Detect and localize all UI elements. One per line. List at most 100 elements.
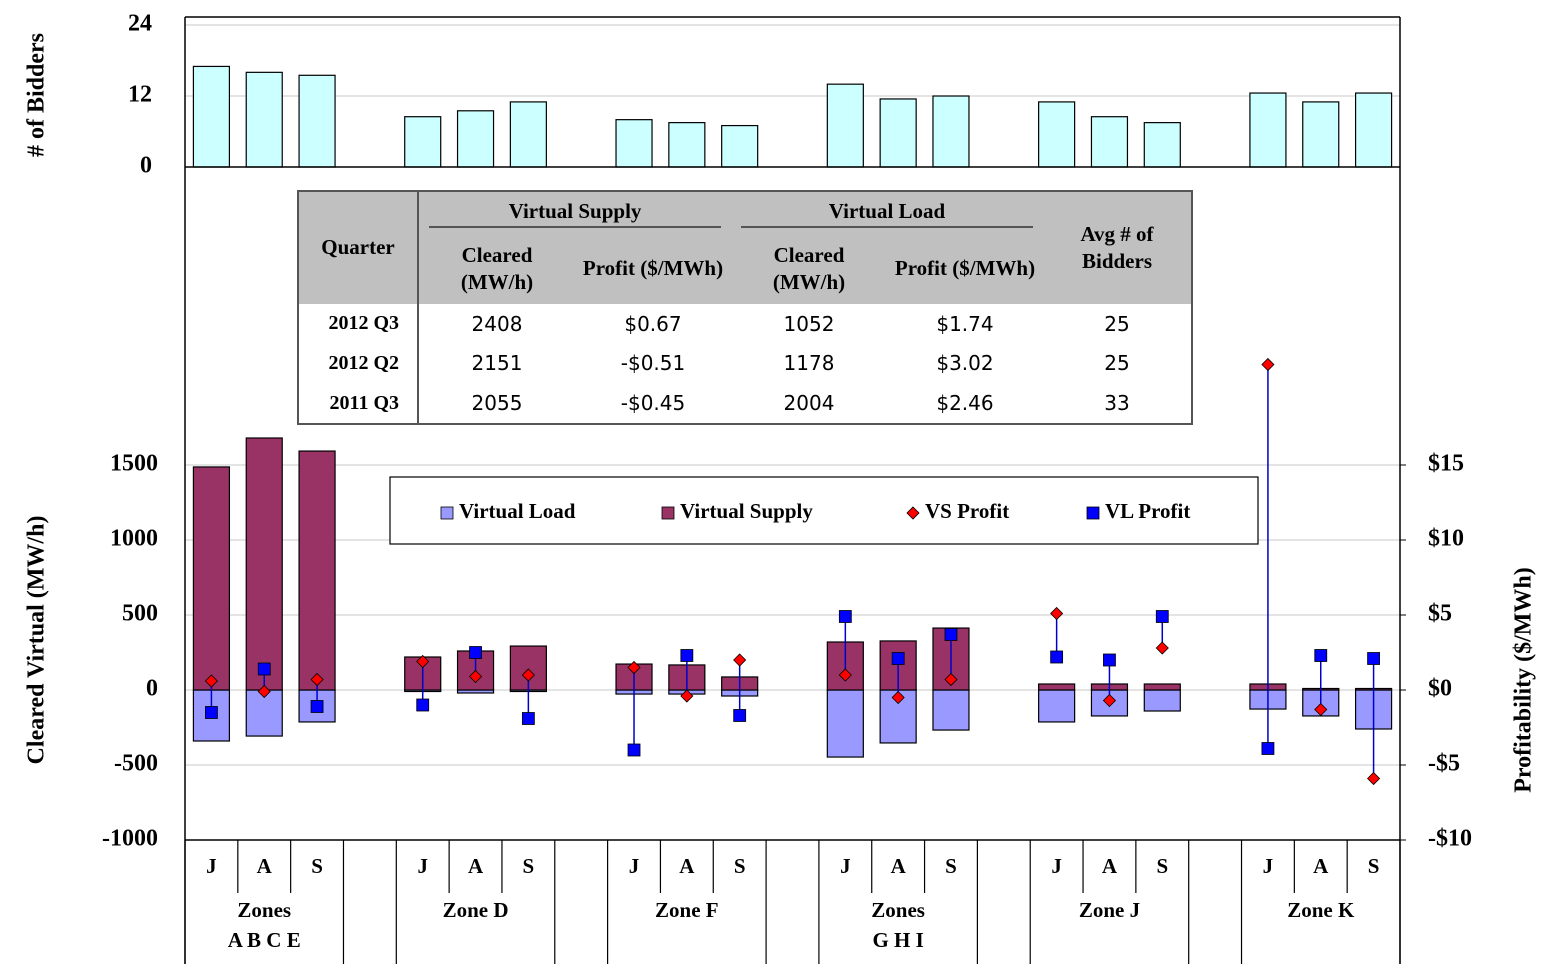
cell: 2012 Q2 <box>299 343 419 384</box>
x-tick-label: S <box>1368 854 1380 878</box>
group-label-line: A B C E <box>228 928 301 952</box>
marker <box>1367 652 1380 665</box>
marker <box>1155 641 1169 655</box>
header-group: Virtual Load <box>731 192 1043 234</box>
marker <box>1314 649 1328 662</box>
marker <box>1261 357 1275 372</box>
marker <box>1367 771 1381 786</box>
bar <box>1143 683 1181 691</box>
bidders-bar <box>826 83 864 168</box>
marker <box>733 653 747 667</box>
y2-tick-label: $10 <box>1428 526 1464 552</box>
marker <box>627 660 641 675</box>
x-tick-label: S <box>734 854 746 878</box>
y2-tick-label: $5 <box>1428 601 1452 627</box>
y2-tick-label: $0 <box>1428 676 1452 702</box>
bar <box>192 466 231 691</box>
header-cell: Cleared (MW/h) <box>418 234 575 304</box>
bidders-bar <box>404 116 442 168</box>
marker <box>627 743 641 757</box>
bidders-bar <box>721 124 759 168</box>
marker <box>891 652 905 665</box>
header-group-label: Virtual Load <box>741 198 1033 228</box>
bar <box>245 437 283 691</box>
y-tick-label: 0 <box>140 153 152 179</box>
y-tick-label: 500 <box>122 601 158 627</box>
bidders-bar <box>245 71 283 168</box>
cell: 2151 <box>471 351 523 376</box>
header-cell: Avg # of Bidders <box>1043 192 1191 304</box>
cell: 1178 <box>783 351 835 376</box>
bidders-bar <box>456 110 495 168</box>
cell: 1052 <box>783 311 835 336</box>
legend-label: Virtual Supply <box>680 499 813 523</box>
marker <box>310 672 324 687</box>
marker <box>468 669 483 684</box>
header-cell: Profit ($/MWh) <box>887 234 1043 304</box>
marker <box>521 668 535 682</box>
bidders-bar <box>668 122 706 168</box>
marker <box>680 689 694 703</box>
top-y-axis-title: # of Bidders <box>24 33 50 157</box>
marker <box>944 672 958 687</box>
y-tick-label: -1000 <box>102 826 158 852</box>
marker <box>257 684 271 699</box>
legend-swatch <box>661 506 675 520</box>
bidders-bar <box>879 98 917 168</box>
summary-table: Quarter Virtual Supply Virtual Load Avg … <box>297 190 1193 425</box>
cell: 2408 <box>471 311 523 336</box>
bars <box>185 65 1400 786</box>
header-cell: Profit ($/MWh) <box>575 234 731 304</box>
cell: $1.74 <box>936 311 994 336</box>
plot-background <box>185 17 1400 840</box>
x-tick-label: S <box>523 854 535 878</box>
legend-label: VS Profit <box>925 499 1009 523</box>
bidders-bar <box>932 95 970 168</box>
marker <box>1103 653 1116 667</box>
legend: Virtual Load Virtual Supply VS Profit VL Pr… <box>389 476 1259 545</box>
cell: $3.02 <box>936 351 994 376</box>
marker <box>891 690 905 705</box>
header-group: Virtual Supply <box>418 192 731 234</box>
marker <box>838 610 852 623</box>
group-label: Zone F <box>655 898 719 922</box>
x-tick-label: A <box>257 854 273 878</box>
cell: 2055 <box>471 391 523 416</box>
x-tick-label: A <box>679 854 695 878</box>
marker <box>1314 702 1328 717</box>
x-tick-label: A <box>891 854 907 878</box>
x-tick-label: S <box>1156 854 1168 878</box>
cell: 33 <box>1104 391 1130 416</box>
bar <box>1038 683 1076 691</box>
header-cell: Quarter <box>299 192 419 304</box>
marker <box>680 649 694 662</box>
marker <box>257 662 271 676</box>
bidders-bar <box>1090 116 1129 168</box>
frame <box>185 17 1400 840</box>
bidders-bar <box>192 65 231 168</box>
marker <box>521 712 535 725</box>
cell: 25 <box>1104 351 1130 376</box>
marker <box>204 674 218 688</box>
marker <box>1102 693 1117 708</box>
header-group-label: Virtual Supply <box>429 198 721 228</box>
marker <box>838 668 852 682</box>
legend-label: VL Profit <box>1105 499 1190 523</box>
x-tick-label: J <box>1051 854 1062 878</box>
bar <box>1038 689 1076 723</box>
cell: -$0.51 <box>620 351 686 376</box>
bar <box>298 450 336 691</box>
y-tick-label: 12 <box>128 82 152 108</box>
header-cell: Cleared (MW/h) <box>731 234 887 304</box>
y-tick-label: 24 <box>128 11 152 37</box>
y-tick-label: 0 <box>146 676 158 702</box>
x-tick-label: J <box>417 854 428 878</box>
x-tick-label: J <box>206 854 217 878</box>
bidders-bar <box>1038 101 1076 168</box>
group-label-line: Zone F <box>655 898 719 922</box>
cell: $0.67 <box>624 311 682 336</box>
legend-swatch <box>1086 506 1100 520</box>
group-label-line: G H I <box>872 928 923 952</box>
